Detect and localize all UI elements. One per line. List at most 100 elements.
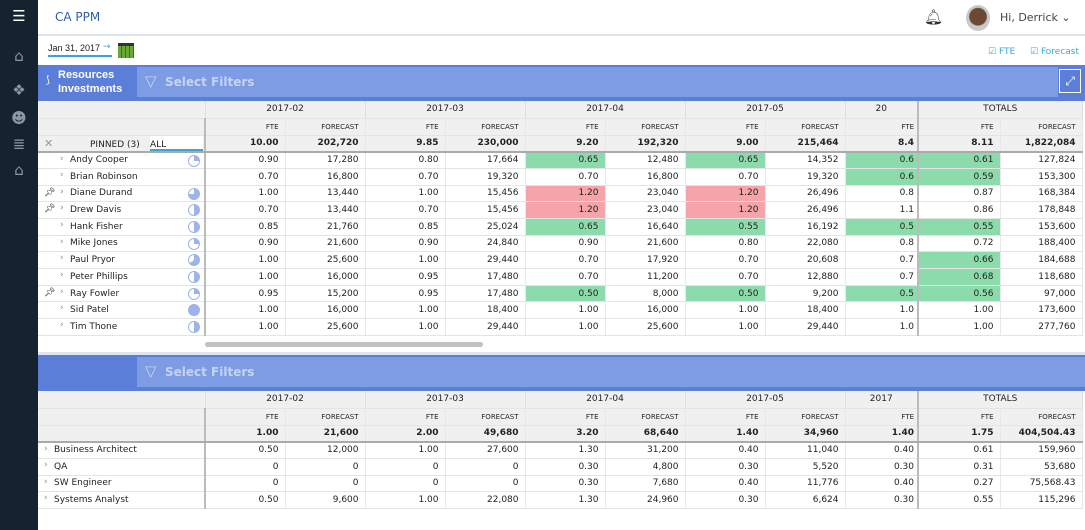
row-name-cell[interactable]: › Business Architect bbox=[38, 441, 206, 459]
fte-cell[interactable]: 0.6 bbox=[845, 151, 919, 169]
bottom-filter-bar[interactable]: ▽ Select Filters bbox=[137, 357, 1085, 387]
table-row[interactable]: › Paul Pryor 1.00 25,600 1.00 29,440 0.70 17,92… bbox=[38, 251, 1083, 269]
fte-cell[interactable]: 0.80 bbox=[365, 151, 446, 169]
fte-cell[interactable]: 1.0 bbox=[845, 318, 919, 336]
fte-cell[interactable]: 1.00 bbox=[205, 268, 286, 286]
fte-cell[interactable]: 1.00 bbox=[525, 318, 606, 336]
fte-cell[interactable]: 1.1 bbox=[845, 201, 919, 219]
row-name-cell[interactable]: › Hank Fisher bbox=[38, 218, 206, 236]
row-name-cell[interactable]: › Peter Phillips bbox=[38, 268, 206, 286]
fte-cell[interactable]: 0.95 bbox=[365, 268, 446, 286]
chevron-right-icon[interactable]: › bbox=[60, 186, 64, 197]
fte-cell[interactable]: 0.90 bbox=[205, 151, 286, 169]
fte-cell[interactable]: 0.70 bbox=[205, 201, 286, 219]
fte-cell[interactable]: 0.95 bbox=[205, 285, 286, 303]
fte-cell[interactable]: 0.70 bbox=[685, 268, 766, 286]
fte-cell[interactable]: 0.70 bbox=[685, 168, 766, 186]
fte-cell[interactable]: 0.90 bbox=[365, 235, 446, 253]
fte-cell[interactable]: 0.5 bbox=[845, 218, 919, 236]
row-name-cell[interactable]: 📌︎ › Drew Davis bbox=[38, 201, 206, 219]
chevron-right-icon[interactable]: › bbox=[60, 219, 64, 230]
fte-cell[interactable]: 0.70 bbox=[525, 168, 606, 186]
fte-cell[interactable]: 0.90 bbox=[525, 235, 606, 253]
fte-cell[interactable]: 0.50 bbox=[205, 491, 286, 509]
swap-icon[interactable]: ⟆ bbox=[46, 75, 50, 86]
fte-cell[interactable]: 0.85 bbox=[365, 218, 446, 236]
table-row[interactable]: › Mike Jones 0.90 21,600 0.90 24,840 0.90 21,60… bbox=[38, 235, 1083, 253]
table-row[interactable]: › QA 0 0 0 0 0.30 4,800 0.30 5,520 0.30 0.31 53,680 bbox=[38, 458, 1083, 476]
fte-cell[interactable]: 1.00 bbox=[365, 185, 446, 203]
table-row[interactable]: 📌︎ › Drew Davis 0.70 13,440 0.70 15,456 1.20 23,… bbox=[38, 201, 1083, 219]
chevron-right-icon[interactable]: › bbox=[60, 153, 64, 164]
forecast-toggle[interactable]: ☑ Forecast bbox=[1030, 47, 1080, 57]
fte-cell[interactable]: 1.00 bbox=[365, 251, 446, 269]
row-name-cell[interactable]: › Brian Robinson bbox=[38, 168, 206, 186]
fte-cell[interactable]: 1.30 bbox=[525, 491, 606, 509]
chevron-right-icon[interactable]: › bbox=[60, 236, 64, 247]
row-name-cell[interactable]: › Paul Pryor bbox=[38, 251, 206, 269]
fte-cell[interactable]: 0.30 bbox=[845, 458, 919, 476]
fte-cell[interactable]: 1.00 bbox=[685, 301, 766, 320]
fte-cell[interactable]: 0.85 bbox=[205, 218, 286, 236]
pin-icon[interactable]: 📌︎ bbox=[44, 287, 56, 298]
row-name-cell[interactable]: › Mike Jones bbox=[38, 235, 206, 253]
pin-icon[interactable]: 📌︎ bbox=[44, 187, 56, 198]
fte-cell[interactable]: 1.00 bbox=[525, 301, 606, 320]
chevron-right-icon[interactable]: › bbox=[60, 270, 64, 280]
fte-cell[interactable]: 1.00 bbox=[365, 441, 446, 459]
fte-cell[interactable]: 1.0 bbox=[845, 301, 919, 320]
clear-icon[interactable]: ✕ bbox=[44, 136, 54, 150]
fte-cell[interactable]: 0.7 bbox=[845, 268, 919, 286]
table-row[interactable]: › SW Engineer 0 0 0 0 0.30 7,680 0.40 11,776 0.40 0… bbox=[38, 475, 1083, 493]
list-icon[interactable]: ≣ bbox=[12, 135, 26, 153]
fte-cell[interactable]: 0.30 bbox=[685, 491, 766, 509]
home-icon[interactable]: ⌂ bbox=[14, 47, 24, 65]
expand-icon[interactable]: ⤢ bbox=[1059, 69, 1081, 93]
fte-cell[interactable]: 0.50 bbox=[205, 441, 286, 459]
fte-cell[interactable]: 0.40 bbox=[845, 475, 919, 493]
fte-cell[interactable]: 0.65 bbox=[685, 151, 766, 169]
fte-cell[interactable]: 0.70 bbox=[685, 251, 766, 269]
fte-cell[interactable]: 0.6 bbox=[845, 168, 919, 186]
bank-icon[interactable]: ⌂ bbox=[14, 161, 24, 179]
calendar-icon[interactable] bbox=[118, 43, 134, 58]
chevron-right-icon[interactable]: › bbox=[44, 493, 48, 504]
row-name-cell[interactable]: › QA bbox=[38, 458, 206, 476]
fte-cell[interactable]: 0 bbox=[365, 458, 446, 476]
table-row[interactable]: › Business Architect 0.50 12,000 1.00 27,600 1… bbox=[38, 441, 1083, 459]
fte-cell[interactable]: 1.00 bbox=[205, 185, 286, 203]
fte-cell[interactable]: 0.50 bbox=[685, 285, 766, 303]
chevron-right-icon[interactable]: › bbox=[60, 169, 64, 180]
fte-cell[interactable]: 0.55 bbox=[685, 218, 766, 236]
resources-icon[interactable]: ☻ bbox=[11, 109, 27, 127]
table-row[interactable]: › Systems Analyst 0.50 9,600 1.00 22,080 1.30 2… bbox=[38, 491, 1083, 509]
fte-cell[interactable]: 1.00 bbox=[205, 301, 286, 320]
fte-cell[interactable]: 0.30 bbox=[525, 475, 606, 493]
fte-cell[interactable]: 1.00 bbox=[365, 491, 446, 509]
date-input[interactable]: Jan 31, 2017 bbox=[48, 43, 112, 57]
splitter[interactable] bbox=[38, 352, 1085, 355]
fte-cell[interactable]: 0.70 bbox=[525, 268, 606, 286]
fte-cell[interactable]: 1.20 bbox=[525, 185, 606, 203]
row-name-cell[interactable]: 📌︎ › Diane Durand bbox=[38, 185, 206, 203]
fte-cell[interactable]: 0.8 bbox=[845, 235, 919, 253]
fte-cell[interactable]: 0 bbox=[365, 475, 446, 493]
table-row[interactable]: › Brian Robinson 0.70 16,800 0.70 19,320 0.70 1… bbox=[38, 168, 1083, 186]
table-row[interactable]: › Sid Patel 1.00 16,000 1.00 18,400 1.00 16,000… bbox=[38, 301, 1083, 320]
fte-cell[interactable]: 0.5 bbox=[845, 285, 919, 303]
row-name-cell[interactable]: › Systems Analyst bbox=[38, 491, 206, 509]
fte-cell[interactable]: 0 bbox=[205, 458, 286, 476]
row-name-cell[interactable]: › Tim Thone bbox=[38, 318, 206, 336]
table-row[interactable]: › Andy Cooper 0.90 17,280 0.80 17,664 0.65 12,4… bbox=[38, 151, 1083, 169]
app-title[interactable]: CA PPM bbox=[55, 10, 101, 24]
fte-cell[interactable]: 1.00 bbox=[685, 318, 766, 336]
chevron-right-icon[interactable]: › bbox=[60, 203, 64, 214]
fte-cell[interactable]: 1.00 bbox=[365, 318, 446, 336]
horizontal-scrollbar[interactable] bbox=[205, 342, 483, 347]
filter-bar[interactable]: ▽ Select Filters bbox=[137, 67, 1058, 97]
user-menu[interactable]: Hi, Derrick ⌄ bbox=[1000, 11, 1071, 24]
fte-cell[interactable]: 0.95 bbox=[365, 285, 446, 303]
fte-cell[interactable]: 1.20 bbox=[685, 185, 766, 203]
table-row[interactable]: 📌︎ › Ray Fowler 0.95 15,200 0.95 17,480 0.50 8,0… bbox=[38, 285, 1083, 303]
view-switch[interactable]: Resources Investments bbox=[58, 68, 122, 96]
